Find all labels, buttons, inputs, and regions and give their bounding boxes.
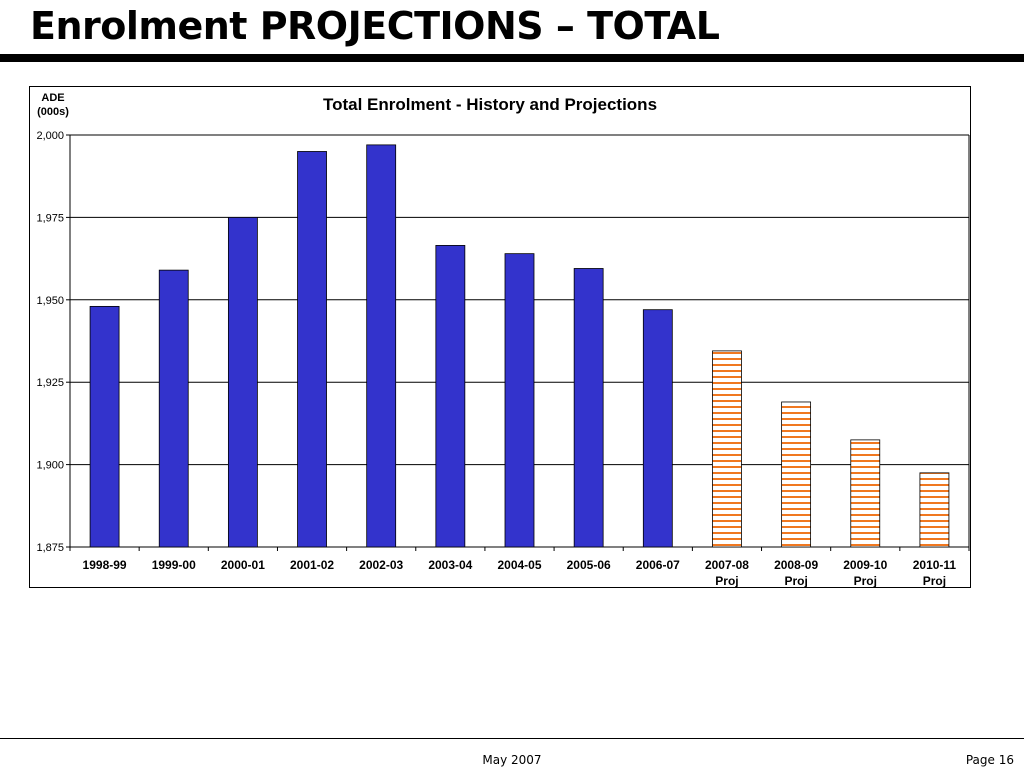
y-tick-label: 2,000 [36, 130, 64, 142]
bar-history [435, 245, 466, 548]
title-divider [0, 54, 1024, 62]
y-axis-label-line1: ADE [41, 92, 64, 104]
y-tick-label: 1,975 [36, 212, 64, 224]
footer-divider [0, 738, 1024, 739]
chart-frame: 1,875 1,900 1,925 1,950 1,975 2,000 1998-99 199… [29, 86, 971, 588]
x-tick-label: 2002-03 [359, 558, 403, 572]
x-tick-label: 2009-10 [843, 558, 887, 572]
bar-history [642, 309, 673, 548]
chart-title: Total Enrolment - History and Projection… [323, 95, 657, 114]
x-tick-label: 2005-06 [567, 558, 611, 572]
chart-svg: 1,875 1,900 1,925 1,950 1,975 2,000 1998-99 199… [36, 92, 970, 588]
bars [89, 144, 950, 548]
bar-history [158, 269, 189, 548]
x-tick-label: 2008-09 [774, 558, 818, 572]
x-tick-label: 2004-05 [497, 558, 541, 572]
bar-history [573, 268, 604, 548]
x-tick-label: 2006-07 [636, 558, 680, 572]
bar-projection [781, 401, 812, 548]
slide-title: Enrolment PROJECTIONS – TOTAL [30, 4, 720, 48]
y-tick-label: 1,900 [36, 460, 64, 472]
x-tick-sublabel: Proj [715, 574, 738, 588]
bar-history [366, 144, 397, 548]
bar-history [89, 305, 120, 548]
bar-projection [919, 472, 950, 548]
tick-labels: 1,875 1,900 1,925 1,950 1,975 2,000 1998-99 199… [36, 130, 956, 588]
x-tick-sublabel: Proj [923, 574, 946, 588]
x-tick-label: 2001-02 [290, 558, 334, 572]
x-tick-sublabel: Proj [854, 574, 877, 588]
y-tick-label: 1,875 [36, 542, 64, 554]
y-axis-label-line2: (000s) [37, 106, 69, 118]
bar-history [504, 253, 535, 548]
x-tick-label: 1999-00 [152, 558, 196, 572]
bar-history [227, 216, 258, 548]
footer-page-number: Page 16 [965, 753, 1014, 767]
y-tick-label: 1,950 [36, 295, 64, 307]
x-tick-label: 2003-04 [428, 558, 472, 572]
x-tick-label: 1998-99 [83, 558, 127, 572]
x-tick-label: 2007-08 [705, 558, 749, 572]
x-tick-label: 2010-11 [913, 558, 957, 572]
x-tick-label: 2000-01 [221, 558, 265, 572]
footer-date: May 2007 [482, 753, 542, 767]
bar-projection [850, 439, 881, 548]
bar-projection [712, 350, 742, 548]
y-tick-label: 1,925 [36, 377, 64, 389]
x-tick-sublabel: Proj [784, 574, 807, 588]
bar-history [297, 151, 327, 548]
